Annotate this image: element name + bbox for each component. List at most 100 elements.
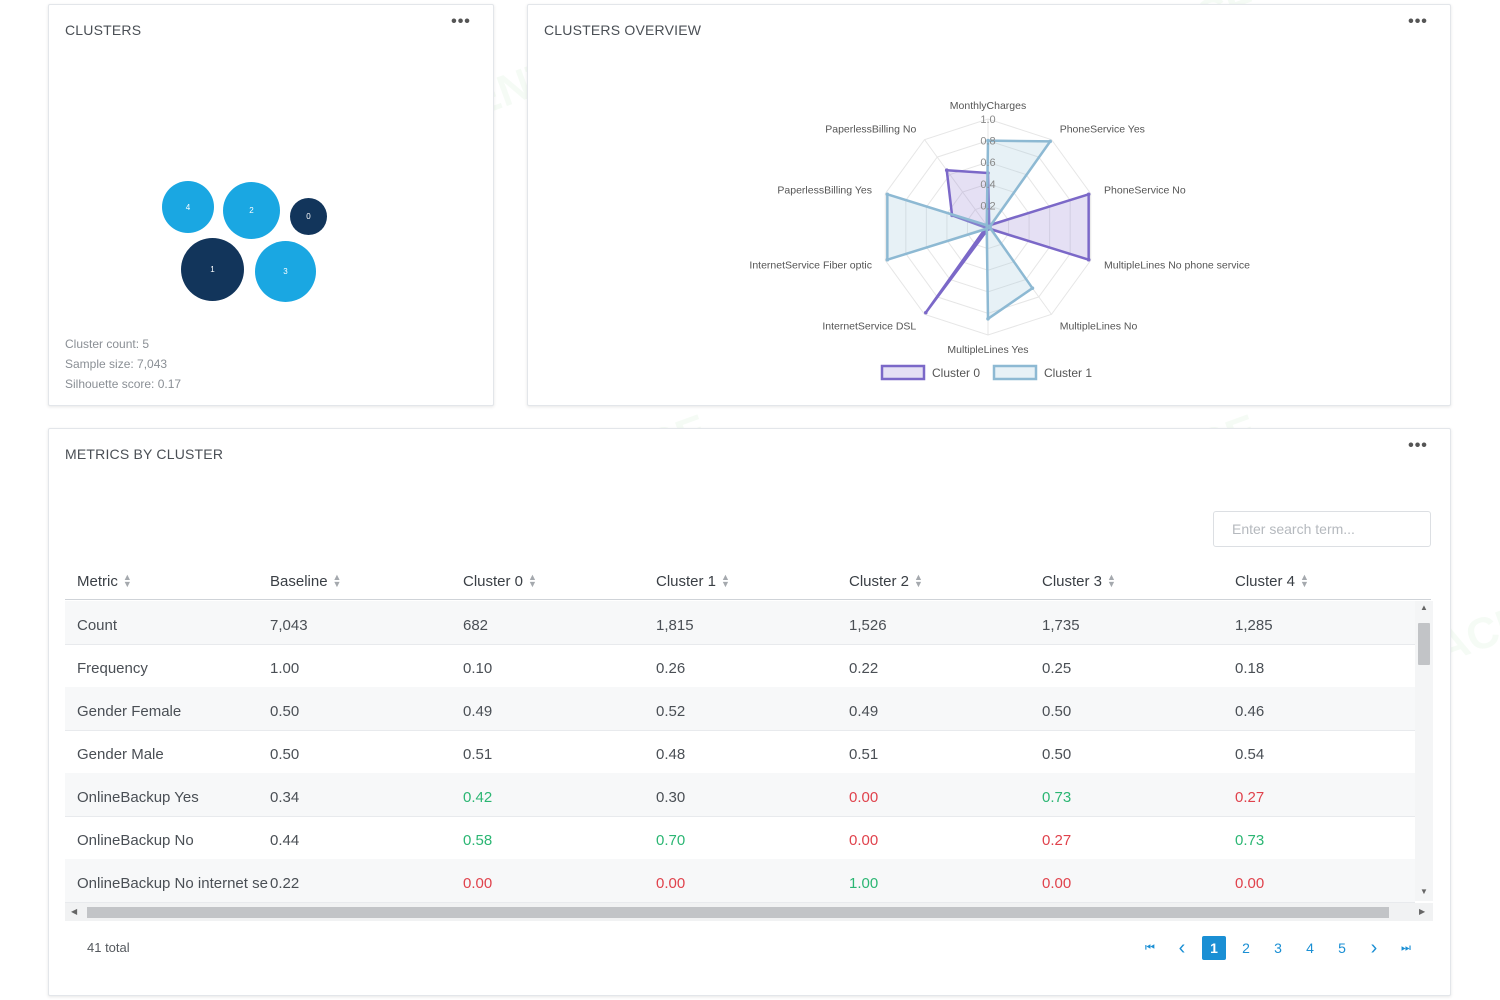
table-row[interactable]: Gender Female 0.50 0.49 0.52 0.49 0.50 0.46 [65,687,1415,731]
cluster-bubble-label: 1 [210,265,215,274]
overview-title: CLUSTERS OVERVIEW [544,22,702,38]
column-header[interactable]: Metric ▲ ▼ [77,563,132,599]
clusters-title: CLUSTERS [65,22,142,38]
value-cell: 0.25 [1042,660,1072,677]
metric-name-cell: Gender Female [77,703,182,720]
next-page-button[interactable]: › [1370,936,1378,959]
metric-name-cell: OnlineBackup No [77,832,194,849]
column-header[interactable]: Cluster 0 ▲ ▼ [463,563,537,599]
cluster-bubble-3[interactable]: 3 [255,241,316,302]
header-divider [65,599,1431,600]
sort-icon[interactable]: ▲ ▼ [528,572,537,589]
prev-page-button[interactable]: ‹ [1178,936,1186,959]
radar-point [885,257,890,262]
value-cell: 0.00 [849,789,879,806]
sort-icon[interactable]: ▲ ▼ [1300,572,1309,589]
cluster-bubble-2[interactable]: 2 [223,182,280,239]
scroll-left-icon[interactable]: ◀ [71,907,78,916]
table-row[interactable]: OnlineBackup No 0.44 0.58 0.70 0.00 0.27 0.73 [65,816,1415,860]
value-cell: 0.00 [1235,875,1265,892]
radar-axis-label: MultipleLines No [1060,321,1138,333]
column-header[interactable]: Cluster 3 ▲ ▼ [1042,563,1116,599]
value-cell: 0.51 [849,746,879,763]
value-cell: 0.48 [656,746,686,763]
column-header[interactable]: Baseline ▲ ▼ [270,563,341,599]
page-button-3[interactable]: 3 [1274,940,1282,956]
scroll-up-icon[interactable]: ▲ [1420,603,1428,612]
column-header[interactable]: Cluster 1 ▲ ▼ [656,563,730,599]
scroll-right-icon[interactable]: ▶ [1419,907,1426,916]
value-cell: 0.49 [849,703,879,720]
value-cell: 0.50 [270,703,300,720]
cluster-bubble-label: 0 [306,212,311,221]
more-options-icon[interactable]: ••• [1408,13,1428,30]
scroll-thumb[interactable] [1418,623,1430,665]
scroll-thumb[interactable] [87,907,1389,918]
radar-tick-label: 0.4 [980,179,995,191]
metrics-card: METRICS BY CLUSTER ••• Metric▲▼Baseline▲… [48,428,1451,996]
value-cell: 0.70 [656,832,686,849]
sample-size-text: Sample size: 7,043 [65,357,168,371]
value-cell: 0.00 [656,875,686,892]
cluster-bubble-0[interactable]: 0 [290,198,327,235]
sort-icon[interactable]: ▲ ▼ [122,572,132,589]
page-button-4[interactable]: 4 [1306,940,1314,956]
metric-name-cell: Count [77,617,118,634]
column-header[interactable]: Cluster 4 ▲ ▼ [1235,563,1309,599]
value-cell: 0.27 [1235,789,1265,806]
value-cell: 0.54 [1235,746,1265,763]
search-input[interactable] [1213,511,1431,547]
value-cell: 1,285 [1235,617,1273,634]
first-page-button[interactable]: ⏮ [1145,941,1155,954]
value-cell: 1,815 [656,617,694,634]
value-cell: 0.73 [1042,789,1072,806]
value-cell: 682 [463,617,489,634]
radar-point [1030,286,1035,290]
more-options-icon[interactable]: ••• [451,13,471,30]
value-cell: 0.22 [849,660,879,677]
value-cell: 0.58 [463,832,493,849]
radar-axis-label: InternetService Fiber optic [749,260,872,272]
table-row[interactable]: Count 7,043 682 1,815 1,526 1,735 1,285 [65,601,1415,645]
cluster-bubble-4[interactable]: 4 [162,181,214,233]
radar-point [988,225,992,230]
table-row[interactable]: OnlineBackup No internet service0.22 0.00… [65,859,1415,903]
scroll-down-icon[interactable]: ▼ [1420,887,1428,896]
page-button-1[interactable]: 1 [1202,936,1226,960]
table-row[interactable]: Gender Male 0.50 0.51 0.48 0.51 0.50 0.54 [65,730,1415,774]
sort-icon[interactable]: ▲ ▼ [721,572,730,589]
legend-label: Cluster 1 [1044,366,1092,380]
sort-icon[interactable]: ▲ ▼ [1107,572,1116,589]
value-cell: 0.51 [463,746,493,763]
value-cell: 0.46 [1235,703,1265,720]
sort-icon[interactable]: ▲ ▼ [914,572,923,589]
value-cell: 0.22 [270,875,300,892]
value-cell: 0.27 [1042,832,1072,849]
last-page-button[interactable]: ⏭ [1401,941,1411,954]
page-button-5[interactable]: 5 [1338,940,1346,956]
metric-name-cell: Gender Male [77,746,164,763]
radar-spoke [924,139,989,228]
legend-swatch [880,364,926,381]
horizontal-scrollbar[interactable]: ◀ ▶ [65,903,1433,921]
more-options-icon[interactable]: ••• [1408,437,1428,454]
radar-tick-label: 0.6 [980,157,995,169]
value-cell: 0.34 [270,789,300,806]
table-row[interactable]: Frequency 1.00 0.10 0.26 0.22 0.25 0.18 [65,644,1415,688]
radar-axis-label: MultipleLines Yes [947,344,1028,356]
cluster-count-text: Cluster count: 5 [65,337,150,351]
column-header[interactable]: Cluster 2 ▲ ▼ [849,563,923,599]
vertical-scrollbar[interactable]: ▲ ▼ [1415,601,1433,901]
radar-axis-label: InternetService DSL [822,321,916,333]
sort-icon[interactable]: ▲ ▼ [332,572,342,589]
radar-point [923,310,928,315]
column-header-label: Cluster 4 [1235,572,1296,590]
cluster-bubble-label: 3 [283,267,288,276]
cluster-bubble-1[interactable]: 1 [181,238,244,301]
page-button-2[interactable]: 2 [1242,940,1250,956]
metric-name-cell: Frequency [77,660,148,677]
radar-tick-label: 1.0 [980,114,995,126]
table-row[interactable]: OnlineBackup Yes 0.34 0.42 0.30 0.00 0.73 0.27 [65,773,1415,817]
cluster-bubble-label: 4 [185,202,191,212]
value-cell: 1.00 [270,660,300,677]
